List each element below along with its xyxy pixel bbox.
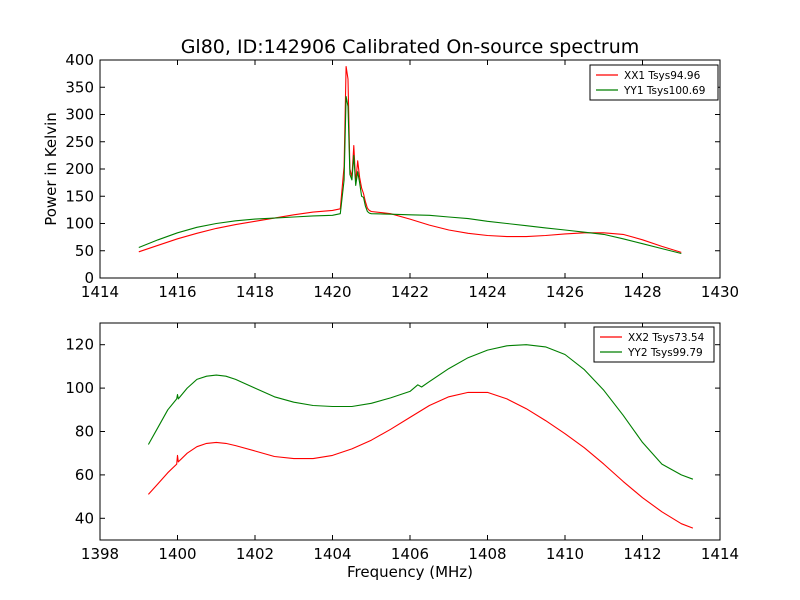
legend-entry: XX2 Tsys73.54 (628, 332, 705, 344)
x-tick-label: 1408 (468, 545, 506, 563)
y-tick-label: 40 (75, 509, 94, 527)
x-tick-label: 1410 (546, 545, 584, 563)
y-tick-label: 200 (65, 160, 94, 178)
x-tick-label: 1412 (623, 545, 661, 563)
x-tick-label: 1414 (701, 545, 739, 563)
x-tick-label: 1426 (546, 283, 584, 301)
y-tick-label: 150 (65, 187, 94, 205)
bottom-panel: Frequency (MHz) 1398 1400 1402 1404 1406 1408… (65, 322, 739, 581)
y-tick-label: 60 (75, 466, 94, 484)
y-tick-label: 0 (84, 269, 94, 287)
chart-title: Gl80, ID:142906 Calibrated On-source spe… (181, 36, 640, 58)
series-line-yy1 (138, 95, 682, 255)
legend-box (593, 326, 715, 363)
x-tick-label: 1424 (468, 283, 506, 301)
y-tick-label: 300 (65, 106, 94, 124)
legend-box (589, 64, 719, 101)
y-tick-label: 50 (75, 242, 94, 260)
x-tick-label: 1406 (391, 545, 429, 563)
series-line-yy2 (147, 344, 694, 480)
x-tick-label: 1428 (623, 283, 661, 301)
y-axis-label-top: Power in Kelvin (42, 112, 60, 226)
x-tick-label: 1430 (701, 283, 739, 301)
x-axis-label-bottom: Frequency (MHz) (347, 563, 473, 581)
x-tick-label: 1416 (158, 283, 196, 301)
x-tick-label: 1414 (81, 283, 119, 301)
x-tick-label: 1404 (313, 545, 351, 563)
x-tick-label: 1420 (313, 283, 351, 301)
x-tick-label: 1398 (81, 545, 119, 563)
y-tick-label: 80 (75, 423, 94, 441)
legend-entry: XX1 Tsys94.96 (624, 70, 701, 82)
y-tick-label: 350 (65, 78, 94, 96)
x-tick-label: 1418 (236, 283, 274, 301)
y-tick-label: 250 (65, 133, 94, 151)
x-tick-label: 1402 (236, 545, 274, 563)
y-tick-label: 100 (65, 379, 94, 397)
y-tick-label: 120 (65, 336, 94, 354)
top-panel: Power in Kelvin 1414 1416 1418 1420 1422 1424… (42, 51, 739, 301)
y-tick-label: 400 (65, 51, 94, 69)
legend-entry: YY1 Tsys100.69 (623, 85, 705, 97)
series-line-xx2 (147, 391, 694, 529)
x-tick-label: 1400 (158, 545, 196, 563)
legend-entry: YY2 Tsys99.79 (627, 347, 703, 359)
y-tick-label: 100 (65, 215, 94, 233)
x-tick-label: 1422 (391, 283, 429, 301)
